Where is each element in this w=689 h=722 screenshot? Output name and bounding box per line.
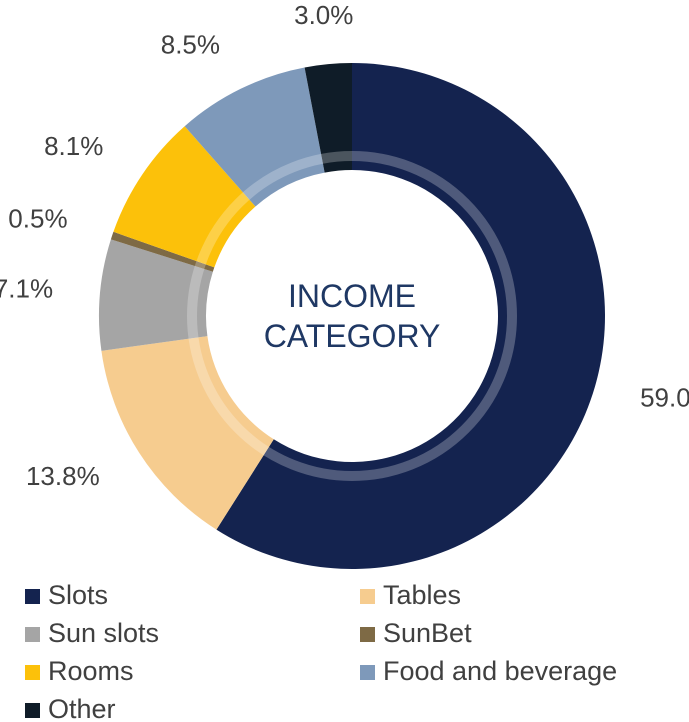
legend-swatch (360, 665, 375, 680)
legend-swatch (25, 627, 40, 642)
legend-label: SunBet (383, 618, 472, 648)
donut-segment (110, 231, 215, 272)
donut-segment (101, 336, 274, 530)
legend-label: Food and beverage (383, 656, 617, 686)
legend-swatch (360, 627, 375, 642)
donut-segment (113, 126, 256, 268)
data-label: 8.5% (161, 29, 220, 59)
donut-segment (184, 67, 325, 207)
legend-label: Tables (383, 580, 461, 610)
data-label: 0.5% (8, 203, 67, 233)
donut-segment (304, 63, 352, 173)
legend-label: Sun slots (48, 618, 159, 648)
data-label: 8.1% (44, 131, 103, 161)
ring-shade (187, 151, 517, 481)
legend-label: Rooms (48, 656, 134, 686)
center-title: INCOME CATEGORY (263, 278, 441, 354)
data-label: 13.8% (26, 461, 100, 491)
legend-label: Slots (48, 580, 108, 610)
data-label: 7.1% (0, 273, 53, 303)
legend-swatch (25, 703, 40, 718)
legend-swatch (360, 589, 375, 604)
donut-segment (216, 63, 605, 569)
legend-swatch (25, 589, 40, 604)
legend-label: Other (48, 694, 116, 722)
data-label: 59.0% (640, 383, 689, 413)
data-label: 3.0% (294, 0, 353, 30)
donut-segment (99, 239, 213, 351)
legend-swatch (25, 665, 40, 680)
